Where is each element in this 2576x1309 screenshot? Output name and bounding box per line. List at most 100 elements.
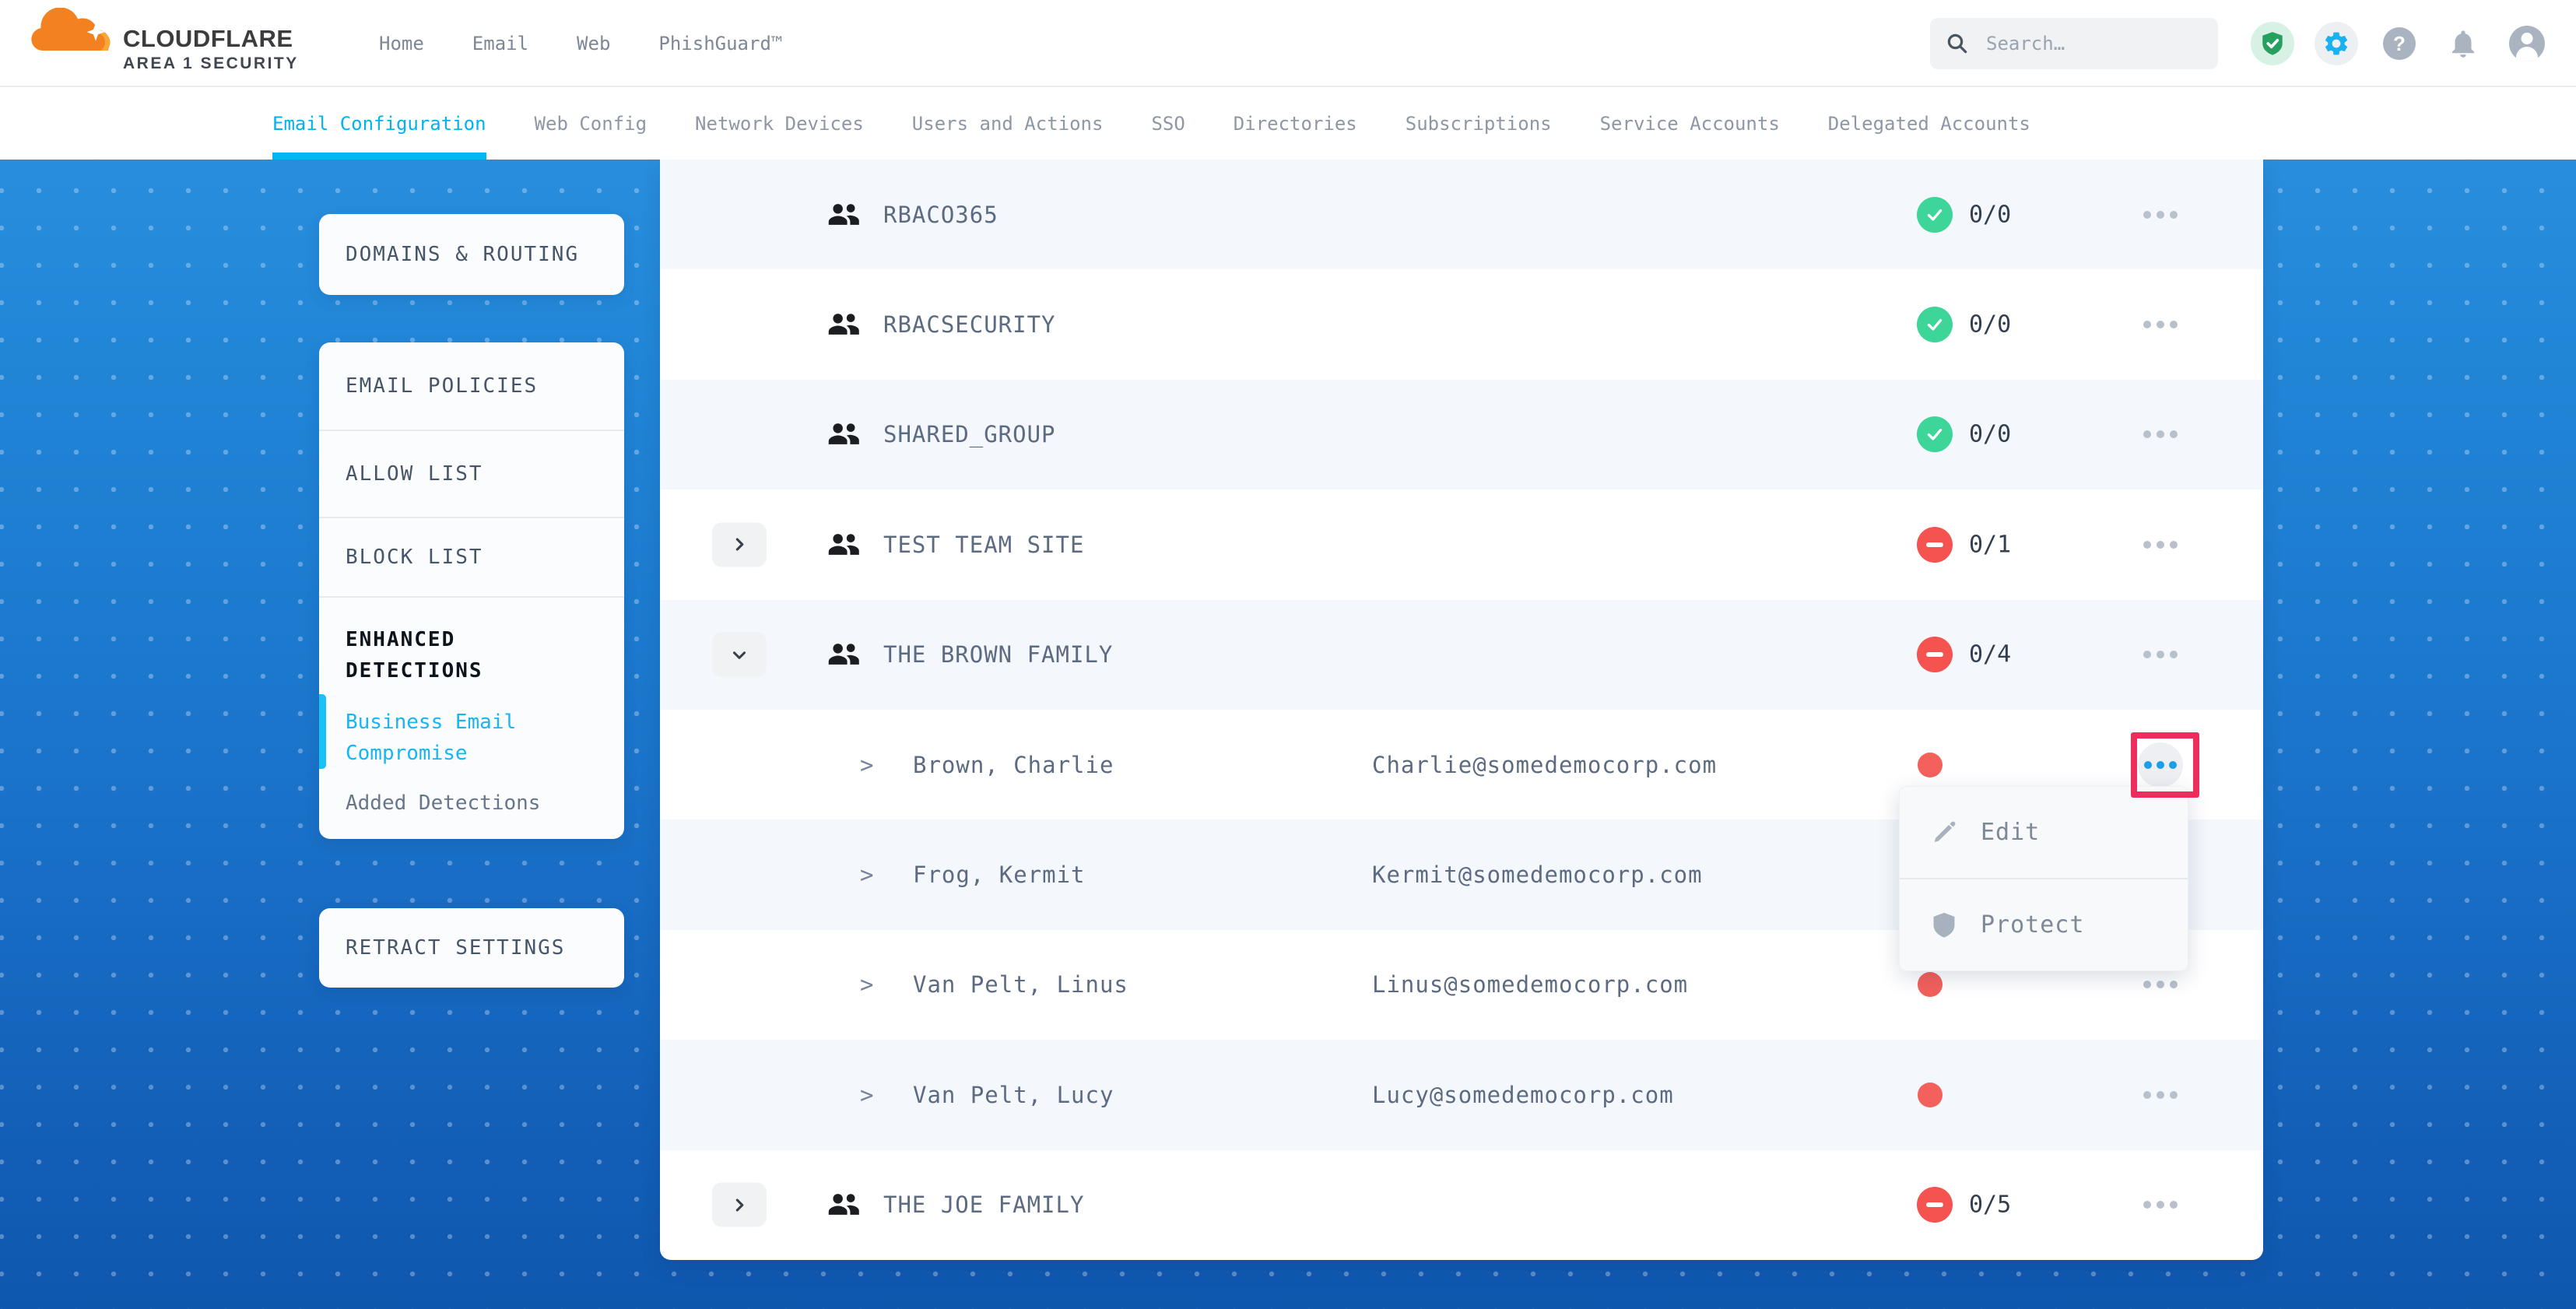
chevron-right-icon xyxy=(735,1198,744,1212)
group-icon xyxy=(828,203,859,225)
group-name: THE JOE FAMILY xyxy=(883,1191,1085,1219)
status-alert-dot xyxy=(1918,1082,1943,1107)
sidebar-card-retract: RETRACT SETTINGS xyxy=(319,908,624,988)
member-name: Van Pelt, Lucy xyxy=(913,1081,1114,1108)
cloudflare-logo: CLOUDFLARE AREA 1 SECURITY xyxy=(31,6,299,81)
nav-home[interactable]: Home xyxy=(379,33,424,54)
brand-name: CLOUDFLARE xyxy=(123,25,293,52)
highlight-box xyxy=(2131,732,2199,798)
group-name: RBACSECURITY xyxy=(883,311,1056,339)
protection-count: 0/4 xyxy=(1969,640,2012,669)
member-email: Kermit@somedemocorp.com xyxy=(1372,862,1703,889)
table-row[interactable]: RBACO365 0/0 xyxy=(660,160,2263,270)
sidebar-item-added-detections[interactable]: Added Detections xyxy=(346,791,541,815)
help-icon: ? xyxy=(2383,27,2416,60)
protection-count: 0/0 xyxy=(1969,420,2012,448)
row-menu-button-active[interactable] xyxy=(2138,742,2183,788)
search-box[interactable] xyxy=(1930,18,2218,69)
sidebar-item-domains-routing[interactable]: DOMAINS & ROUTING xyxy=(346,243,580,266)
menu-item-edit[interactable]: Edit xyxy=(1900,787,2188,878)
settings-button[interactable] xyxy=(2315,22,2358,65)
tab-users-and-actions[interactable]: Users and Actions xyxy=(911,112,1104,135)
tab-directories[interactable]: Directories xyxy=(1233,112,1357,135)
security-status-button[interactable] xyxy=(2251,22,2294,65)
protection-count: 0/0 xyxy=(1969,201,2012,229)
group-icon xyxy=(828,1194,859,1216)
row-menu-button[interactable] xyxy=(2143,1201,2178,1209)
tab-web-config[interactable]: Web Config xyxy=(534,112,648,135)
row-menu-button[interactable] xyxy=(2143,210,2178,219)
account-button[interactable] xyxy=(2509,26,2545,61)
protection-count: 0/1 xyxy=(1969,531,2012,559)
table-row[interactable]: THE JOE FAMILY 0/5 xyxy=(660,1150,2263,1260)
member-name: Frog, Kermit xyxy=(913,862,1086,889)
sidebar-section-enhanced-detections: ENHANCED DETECTIONS Business Email Compr… xyxy=(319,598,624,819)
group-icon xyxy=(828,533,859,555)
sidebar-item-retract-settings[interactable]: RETRACT SETTINGS xyxy=(346,936,566,960)
status-protected-icon xyxy=(1917,307,1953,343)
tab-service-accounts[interactable]: Service Accounts xyxy=(1599,112,1780,135)
divider xyxy=(1900,878,2188,879)
row-menu-button[interactable] xyxy=(2143,651,2178,659)
group-icon xyxy=(828,423,859,445)
search-icon xyxy=(1947,33,1967,54)
protection-count: 0/0 xyxy=(1969,311,2012,339)
tab-subscriptions[interactable]: Subscriptions xyxy=(1405,112,1552,135)
sidebar-card-domains: DOMAINS & ROUTING xyxy=(319,214,624,295)
app-header: CLOUDFLARE AREA 1 SECURITY Home Email We… xyxy=(0,0,2576,87)
nav-web[interactable]: Web xyxy=(577,33,611,54)
member-name: Van Pelt, Linus xyxy=(913,971,1128,998)
sidebar-card-policies: EMAIL POLICIES ALLOW LIST BLOCK LIST ENH… xyxy=(319,342,624,839)
tab-network-devices[interactable]: Network Devices xyxy=(695,112,864,135)
sidebar-item-enhanced-detections[interactable]: ENHANCED DETECTIONS xyxy=(346,628,483,683)
group-name: TEST TEAM SITE xyxy=(883,531,1085,558)
row-menu-button[interactable] xyxy=(2143,321,2178,329)
status-unprotected-icon xyxy=(1917,1187,1953,1223)
group-name: SHARED_GROUP xyxy=(883,421,1056,448)
table-row[interactable]: SHARED_GROUP 0/0 xyxy=(660,379,2263,490)
row-menu-button[interactable] xyxy=(2143,540,2178,549)
secondary-nav: Email Configuration Web Config Network D… xyxy=(0,87,2576,160)
sidebar-item-block-list[interactable]: BLOCK LIST xyxy=(346,546,483,569)
sidebar-item-business-email-compromise[interactable]: Business Email Compromise xyxy=(346,711,517,765)
member-chevron-icon: > xyxy=(860,862,874,889)
table-row[interactable]: > Brown, Charlie Charlie@somedemocorp.co… xyxy=(660,710,2263,819)
expand-button[interactable] xyxy=(712,1182,767,1227)
member-email: Charlie@somedemocorp.com xyxy=(1372,751,1718,778)
menu-item-label: Protect xyxy=(1981,911,2085,939)
brand-subtitle: AREA 1 SECURITY xyxy=(123,54,299,72)
table-row[interactable]: RBACSECURITY 0/0 xyxy=(660,269,2263,379)
sidebar-item-allow-list[interactable]: ALLOW LIST xyxy=(346,462,483,486)
chevron-down-icon xyxy=(732,651,746,659)
notifications-button[interactable] xyxy=(2447,27,2479,60)
table-row[interactable]: THE BROWN FAMILY 0/4 xyxy=(660,599,2263,710)
row-menu-button[interactable] xyxy=(2143,981,2178,989)
row-menu-button[interactable] xyxy=(2143,430,2178,439)
groups-table: RBACO365 0/0 RBACSECURITY 0/0 SHARED_GRO… xyxy=(660,160,2263,1260)
tab-delegated-accounts[interactable]: Delegated Accounts xyxy=(1827,112,2030,135)
table-row[interactable]: > Van Pelt, Linus Linus@somedemocorp.com xyxy=(660,930,2263,1040)
nav-email[interactable]: Email xyxy=(472,33,529,54)
group-name: THE BROWN FAMILY xyxy=(883,641,1114,669)
member-email: Linus@somedemocorp.com xyxy=(1372,971,1689,998)
collapse-button[interactable] xyxy=(712,632,767,677)
expand-button[interactable] xyxy=(712,522,767,567)
tab-email-configuration[interactable]: Email Configuration xyxy=(272,87,486,160)
status-protected-icon xyxy=(1917,416,1953,453)
help-button[interactable]: ? xyxy=(2383,27,2416,60)
user-avatar-icon xyxy=(2509,26,2545,61)
chevron-right-icon xyxy=(735,538,744,551)
table-row[interactable]: TEST TEAM SITE 0/1 xyxy=(660,490,2263,599)
menu-item-protect[interactable]: Protect xyxy=(1900,879,2188,970)
table-row[interactable]: > Van Pelt, Lucy Lucy@somedemocorp.com xyxy=(660,1040,2263,1150)
member-email: Lucy@somedemocorp.com xyxy=(1372,1081,1674,1108)
row-menu-button[interactable] xyxy=(2143,1090,2178,1099)
menu-item-label: Edit xyxy=(1981,819,2041,846)
status-protected-icon xyxy=(1917,196,1953,233)
primary-nav: Home Email Web PhishGuard™ xyxy=(379,0,782,87)
search-input[interactable] xyxy=(1986,33,2202,54)
nav-phishguard[interactable]: PhishGuard™ xyxy=(658,33,783,54)
row-context-menu: Edit Protect xyxy=(1899,786,2188,971)
tab-sso[interactable]: SSO xyxy=(1151,112,1185,135)
sidebar-item-email-policies[interactable]: EMAIL POLICIES xyxy=(346,374,539,398)
